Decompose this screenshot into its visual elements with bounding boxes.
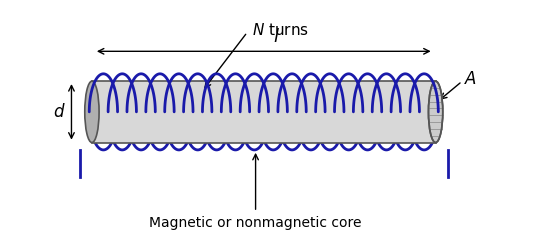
Text: $d$: $d$ — [53, 103, 65, 121]
Text: $A$: $A$ — [464, 70, 477, 88]
Ellipse shape — [85, 81, 99, 143]
Text: $N$ turns: $N$ turns — [252, 22, 310, 38]
Text: Magnetic or nonmagnetic core: Magnetic or nonmagnetic core — [150, 216, 362, 230]
Ellipse shape — [429, 81, 443, 143]
Polygon shape — [92, 81, 436, 143]
Text: $l$: $l$ — [272, 28, 279, 46]
